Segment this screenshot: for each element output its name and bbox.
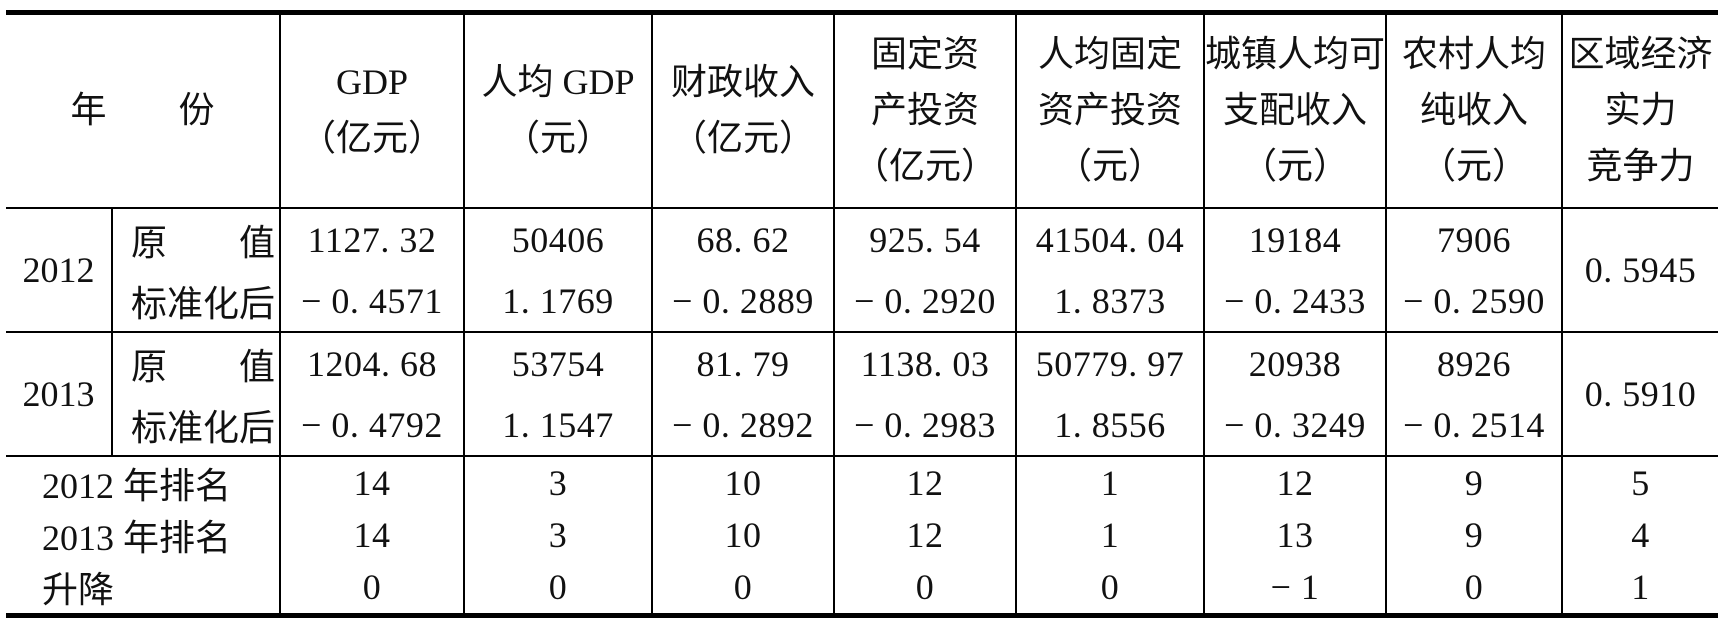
- table-cell: 50779. 97: [1015, 332, 1205, 394]
- table-cell: − 1: [1203, 561, 1387, 618]
- row-label-standardized: 标准化后: [110, 270, 281, 333]
- document-page: 年 份 GDP （亿元） 人均 GDP （元） 财政收入 （亿元） 固定资 产投…: [6, 10, 1719, 618]
- competitiveness-cell-2013: 0. 5910: [1561, 332, 1719, 457]
- table-row-rank-2013: 2013 年排名 14 3 10 12 1 13 9 4: [6, 509, 1719, 561]
- table-cell: 13: [1203, 509, 1387, 561]
- row-label-original: 原 值: [110, 332, 281, 394]
- table-row-2012-standardized: 标准化后 − 0. 4571 1. 1769 − 0. 2889 − 0. 29…: [6, 270, 1718, 333]
- header-fixed-asset-investment-per-capita: 人均固定 资产投资 （元）: [1015, 10, 1205, 209]
- header-rural-net-income: 农村人均 纯收入 （元）: [1385, 10, 1563, 209]
- header-urban-disposable-income: 城镇人均可 支配收入 （元）: [1203, 10, 1387, 209]
- table-cell: 7906: [1385, 208, 1563, 270]
- table-cell: 1127. 32: [279, 208, 465, 270]
- table-cell: 68. 62: [651, 208, 835, 270]
- table-cell: 3: [463, 509, 653, 561]
- table-cell: 1. 1547: [463, 394, 653, 457]
- table-row-rank-2012: 2012 年排名 14 3 10 12 1 12 9 5: [6, 456, 1719, 509]
- table-row-change: 升降 0 0 0 0 0 − 1 0 1: [6, 561, 1719, 618]
- table-cell: 1: [1561, 561, 1719, 618]
- table-cell: 14: [279, 509, 465, 561]
- table-cell: − 0. 2889: [651, 270, 835, 333]
- table-cell: 1. 8373: [1015, 270, 1205, 333]
- table-cell: 0: [1015, 561, 1205, 618]
- year-cell-2012: 2012: [6, 208, 112, 333]
- table-cell: − 0. 4571: [279, 270, 465, 333]
- table-row-2013-original: 2013 原 值 1204. 68 53754 81. 79 1138. 03 …: [6, 332, 1719, 457]
- statistics-table: 年 份 GDP （亿元） 人均 GDP （元） 财政收入 （亿元） 固定资 产投…: [6, 10, 1719, 618]
- year-cell-2013: 2013: [6, 332, 112, 457]
- table-header-row: 年 份 GDP （亿元） 人均 GDP （元） 财政收入 （亿元） 固定资 产投…: [6, 10, 1719, 209]
- table-cell: 10: [651, 456, 835, 509]
- table-cell: 0: [833, 561, 1017, 618]
- header-gdp-per-capita: 人均 GDP （元）: [463, 10, 653, 209]
- table-cell: 41504. 04: [1015, 208, 1205, 270]
- table-cell: 0: [1385, 561, 1563, 618]
- table-cell: 20938: [1203, 332, 1387, 394]
- table-cell: 1: [1015, 456, 1205, 509]
- row-label-rank-2013: 2013 年排名: [42, 518, 232, 558]
- table-cell: 4: [1561, 509, 1719, 561]
- table-cell: − 0. 2590: [1385, 270, 1563, 333]
- table-cell: 5: [1561, 456, 1719, 509]
- header-fiscal-revenue: 财政收入 （亿元）: [651, 10, 835, 209]
- table-cell: − 0. 2892: [651, 394, 835, 457]
- header-year: 年 份: [6, 10, 281, 209]
- table-cell: 12: [833, 456, 1017, 509]
- table-cell: 12: [1203, 456, 1387, 509]
- table-cell: − 0. 3249: [1203, 394, 1387, 457]
- header-gdp: GDP （亿元）: [279, 10, 465, 209]
- table-cell: 1. 8556: [1015, 394, 1205, 457]
- table-cell: 925. 54: [833, 208, 1017, 270]
- table-cell: 50406: [463, 208, 653, 270]
- table-cell: 14: [279, 456, 465, 509]
- table-row-2012-original: 2012 原 值 1127. 32 50406 68. 62 925. 54 4…: [6, 208, 1719, 333]
- table-cell: − 0. 4792: [279, 394, 465, 457]
- table-cell: 19184: [1203, 208, 1387, 270]
- table-cell: 1. 1769: [463, 270, 653, 333]
- header-fixed-asset-investment: 固定资 产投资 （亿元）: [833, 10, 1017, 209]
- table-cell: 3: [463, 456, 653, 509]
- row-label-standardized: 标准化后: [110, 394, 281, 457]
- table-cell: − 0. 2920: [833, 270, 1017, 333]
- table-cell: 12: [833, 509, 1017, 561]
- table-cell: 9: [1385, 456, 1563, 509]
- table-cell: 0: [279, 561, 465, 618]
- table-cell: 81. 79: [651, 332, 835, 394]
- table-row-2013-standardized: 标准化后 − 0. 4792 1. 1547 − 0. 2892 − 0. 29…: [6, 394, 1718, 457]
- row-label-change: 升降: [6, 561, 281, 618]
- table-cell: 53754: [463, 332, 653, 394]
- competitiveness-cell-2012: 0. 5945: [1561, 208, 1719, 333]
- table-cell: 10: [651, 509, 835, 561]
- table-cell: 9: [1385, 509, 1563, 561]
- table-cell: 0: [651, 561, 835, 618]
- table-cell: − 0. 2514: [1385, 394, 1563, 457]
- table-cell: 1138. 03: [833, 332, 1017, 394]
- row-label-original: 原 值: [110, 208, 281, 270]
- header-competitiveness: 区域经济 实力 竞争力: [1561, 10, 1719, 209]
- table-cell: 8926: [1385, 332, 1563, 394]
- table-cell: 0: [463, 561, 653, 618]
- table-cell: − 0. 2433: [1203, 270, 1387, 333]
- table-cell: 1204. 68: [279, 332, 465, 394]
- table-cell: − 0. 2983: [833, 394, 1017, 457]
- table-cell: 1: [1015, 509, 1205, 561]
- row-label-rank-2012: 2012 年排名: [42, 466, 232, 506]
